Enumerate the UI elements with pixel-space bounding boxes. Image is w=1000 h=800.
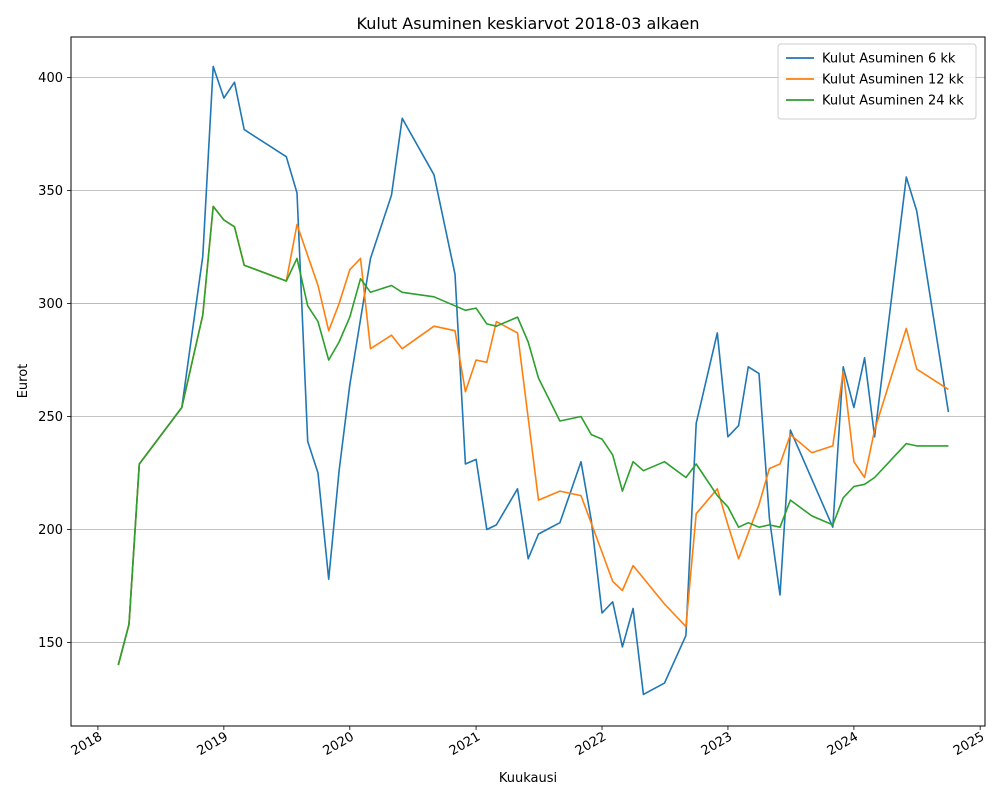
plot-frame (70, 36, 986, 727)
legend: Kulut Asuminen 6 kk Kulut Asuminen 12 kk K… (777, 43, 977, 120)
x-axis-title: Kuukausi (499, 771, 557, 786)
y-tick-label: 400 (38, 71, 63, 86)
legend-label: Kulut Asuminen 6 kk (822, 52, 956, 67)
y-tick-label: 300 (38, 297, 63, 312)
legend-box (777, 43, 977, 120)
y-axis: 150 200 250 300 350 400 (38, 71, 71, 651)
series-lines (117, 65, 950, 696)
y-tick-label: 250 (38, 410, 63, 425)
y-tick-label: 150 (38, 636, 63, 651)
y-tick-label: 350 (38, 184, 63, 199)
series-line-3 (117, 205, 949, 666)
y-tick-label: 200 (38, 523, 63, 538)
chart-title: Kulut Asuminen keskiarvot 2018-03 alkaen (357, 14, 700, 33)
y-axis-title: Eurot (16, 364, 31, 399)
series-line-1 (117, 65, 950, 696)
legend-label: Kulut Asuminen 12 kk (822, 73, 964, 88)
legend-label: Kulut Asuminen 24 kk (822, 94, 964, 109)
